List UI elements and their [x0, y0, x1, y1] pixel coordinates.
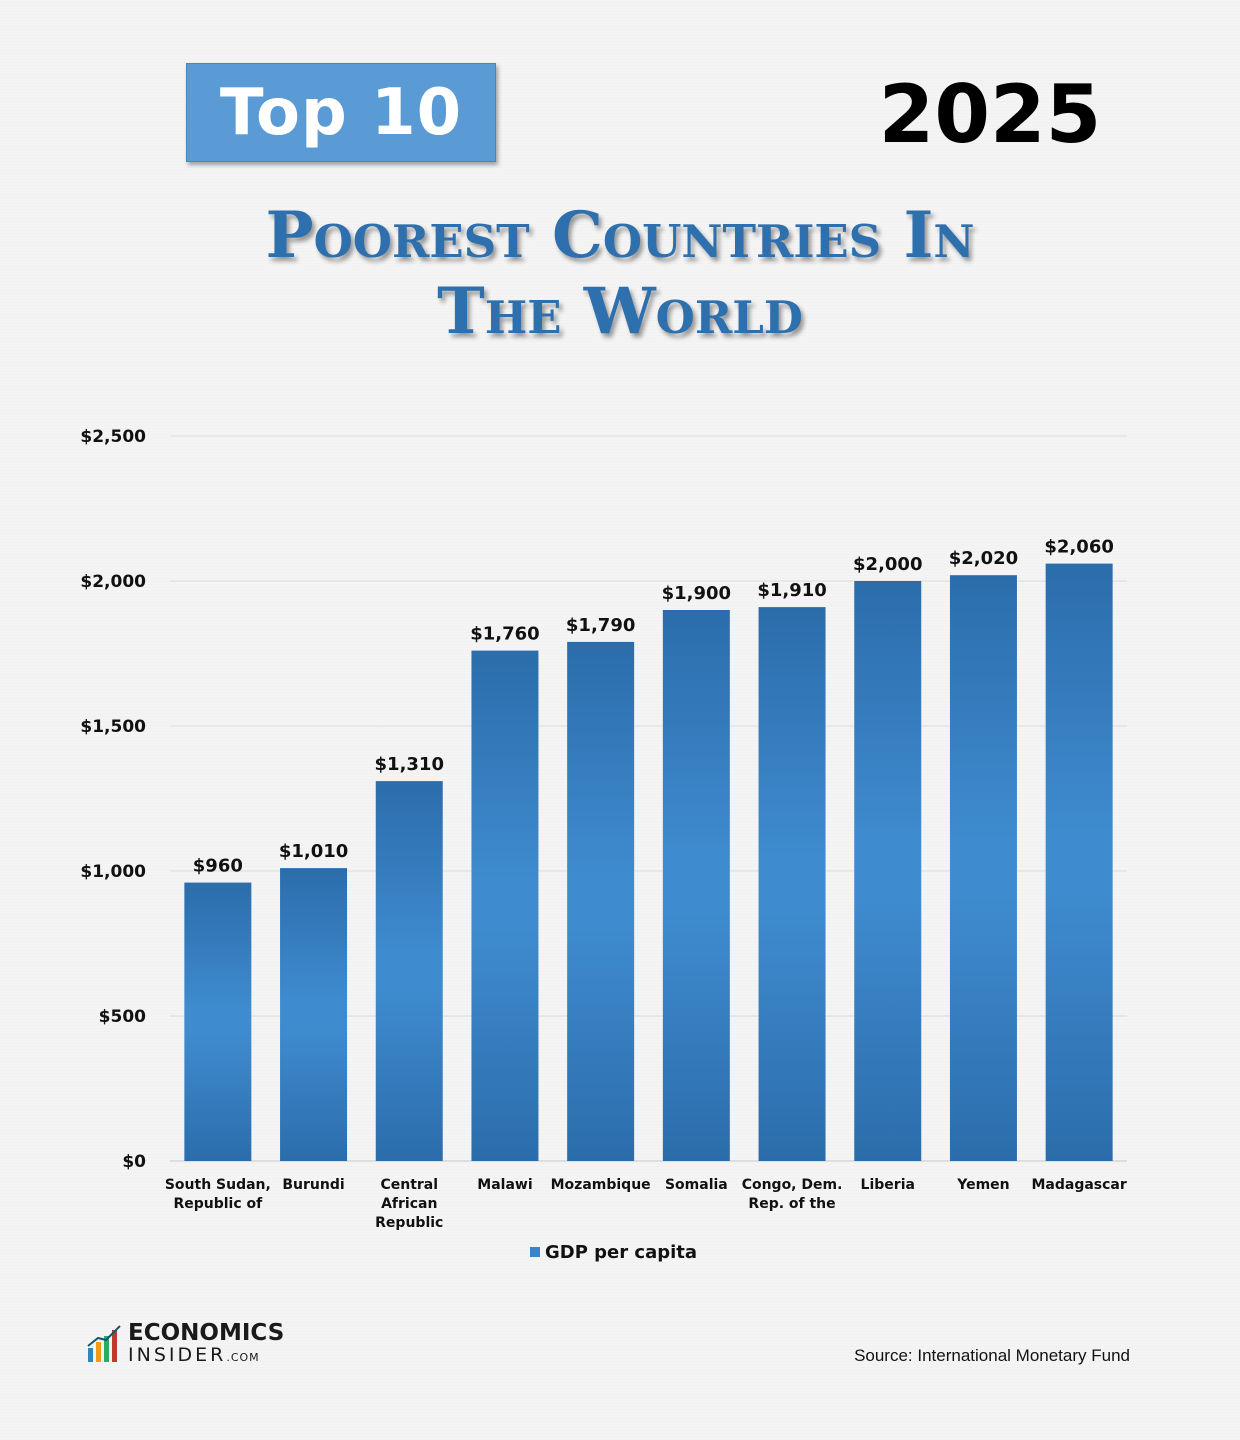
data-label: $1,760 — [470, 624, 539, 645]
y-tick-label: $1,500 — [80, 717, 146, 737]
data-label: $1,900 — [662, 583, 731, 604]
bar — [758, 607, 826, 1161]
source-note: Source: International Monetary Fund — [854, 1346, 1130, 1365]
bar — [567, 641, 635, 1161]
y-tick-label: $2,000 — [80, 572, 146, 592]
data-label: $960 — [193, 856, 243, 877]
bar — [662, 610, 730, 1161]
bar — [375, 781, 443, 1161]
bar — [949, 575, 1017, 1161]
bar — [854, 581, 922, 1161]
category-label: South Sudan, Republic of — [165, 1177, 271, 1212]
logo-suffix: .COM — [226, 1351, 260, 1364]
category-label: Congo, Dem. Rep. of the — [742, 1177, 843, 1212]
data-label: $1,790 — [566, 615, 635, 636]
y-tick-label: $0 — [122, 1152, 146, 1172]
chart-title: Poorest Countries In The World — [150, 198, 1090, 350]
data-label: $1,310 — [375, 754, 444, 775]
data-label: $1,910 — [757, 580, 826, 601]
category-label: Liberia — [861, 1177, 915, 1193]
logo-line-2: INSIDER.COM — [128, 1344, 260, 1366]
badge-label: Top 10 — [219, 75, 463, 150]
y-tick-label: $2,500 — [80, 427, 146, 447]
top-10-badge: Top 10 — [186, 63, 496, 162]
title-line-2: The World — [437, 274, 803, 349]
category-label: Yemen — [956, 1177, 1009, 1193]
legend-swatch — [530, 1247, 540, 1257]
category-label: Malawi — [477, 1177, 532, 1193]
data-label: $2,000 — [853, 554, 922, 575]
data-label: $2,020 — [949, 548, 1018, 569]
bar — [1045, 563, 1113, 1161]
category-label: Mozambique — [551, 1177, 651, 1193]
category-label: Madagascar — [1031, 1177, 1126, 1193]
bar — [184, 882, 252, 1161]
category-label: Somalia — [665, 1177, 728, 1193]
data-label: $1,010 — [279, 841, 348, 862]
y-tick-label: $500 — [99, 1007, 146, 1027]
bar — [280, 868, 348, 1161]
category-label: Central African Republic — [375, 1177, 443, 1231]
economics-insider-logo: ECONOMICS INSIDER.COM — [86, 1320, 296, 1366]
bar — [471, 650, 539, 1161]
year-label: 2025 — [878, 68, 1102, 161]
y-tick-label: $1,000 — [80, 862, 146, 882]
chart-legend: GDP per capita — [530, 1241, 697, 1263]
category-label: Burundi — [282, 1177, 344, 1193]
logo-line-1: ECONOMICS — [128, 1320, 285, 1346]
logo-bars-icon — [87, 1325, 121, 1362]
logo-word: INSIDER — [128, 1344, 227, 1366]
data-label: $2,060 — [1044, 537, 1113, 558]
title-line-1: Poorest Countries In — [265, 198, 975, 273]
legend-label: GDP per capita — [545, 1241, 698, 1263]
